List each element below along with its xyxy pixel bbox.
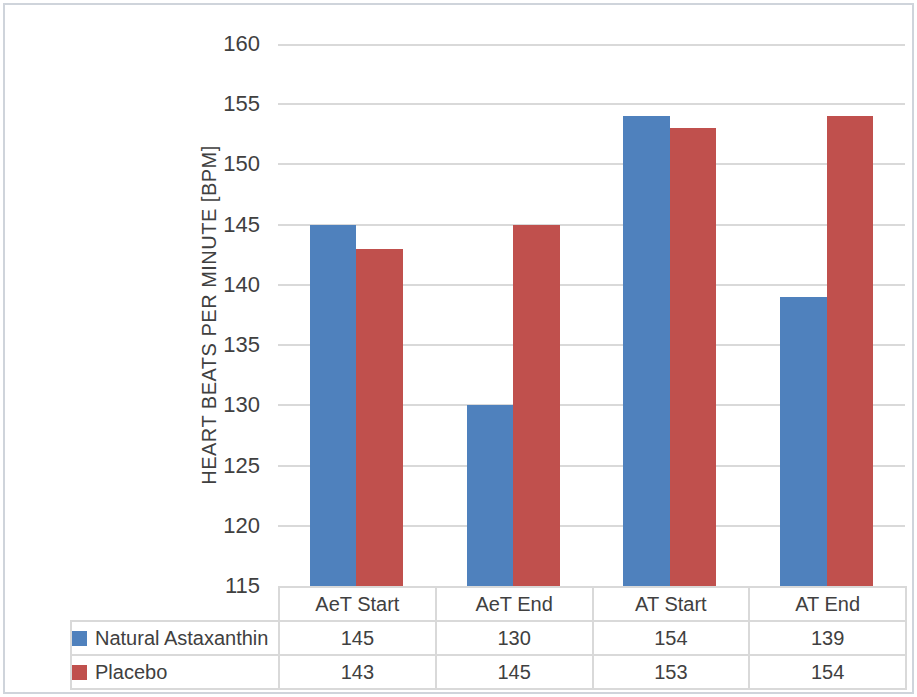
gridline xyxy=(278,44,905,46)
y-tick-label: 145 xyxy=(164,211,260,239)
series-name-cell: Natural Astaxanthin xyxy=(71,621,279,655)
gridline xyxy=(278,103,905,105)
bar-placebo-at-end xyxy=(827,116,874,586)
y-tick-label: 125 xyxy=(164,452,260,480)
chart-screenshot: HEART BEATS PER MINUTE [BPM] AeT Start A… xyxy=(0,0,917,697)
bar-placebo-at-start xyxy=(670,128,717,586)
chart-data-table: AeT Start AeT End AT Start AT End Natura… xyxy=(70,586,907,690)
bar-placebo-aet-end xyxy=(513,225,560,586)
gridline xyxy=(278,163,905,165)
table-value: 154 xyxy=(593,621,750,655)
bar-natural-astaxanthin-aet-end xyxy=(467,405,514,586)
bar-natural-astaxanthin-aet-start xyxy=(310,225,357,586)
plot-area xyxy=(278,44,905,586)
y-tick-label: 135 xyxy=(164,331,260,359)
y-tick-label: 155 xyxy=(164,90,260,118)
y-tick-label: 150 xyxy=(164,150,260,178)
table-value: 139 xyxy=(749,621,906,655)
bar-natural-astaxanthin-at-start xyxy=(623,116,670,586)
series-name: Natural Astaxanthin xyxy=(95,627,268,649)
gridline xyxy=(278,224,905,226)
series-row-placebo: Placebo 143 145 153 154 xyxy=(71,655,906,689)
table-value: 153 xyxy=(593,655,750,689)
category-header: AeT End xyxy=(436,587,593,621)
table-value: 154 xyxy=(749,655,906,689)
y-tick-label: 130 xyxy=(164,391,260,419)
y-tick-label: 140 xyxy=(164,271,260,299)
bar-natural-astaxanthin-at-end xyxy=(780,297,827,586)
y-tick-label: 160 xyxy=(164,30,260,58)
table-value: 145 xyxy=(436,655,593,689)
category-header: AT Start xyxy=(593,587,750,621)
y-tick-label: 115 xyxy=(164,572,260,600)
table-value: 130 xyxy=(436,621,593,655)
bar-placebo-aet-start xyxy=(356,249,403,586)
category-header: AT End xyxy=(749,587,906,621)
legend-swatch-icon xyxy=(72,631,87,646)
table-value: 145 xyxy=(279,621,436,655)
series-name: Placebo xyxy=(95,661,167,683)
legend-swatch-icon xyxy=(72,665,87,680)
table-value: 143 xyxy=(279,655,436,689)
y-tick-label: 120 xyxy=(164,512,260,540)
series-name-cell: Placebo xyxy=(71,655,279,689)
category-header: AeT Start xyxy=(279,587,436,621)
y-axis-title: HEART BEATS PER MINUTE [BPM] xyxy=(194,44,224,586)
series-row-natural-astaxanthin: Natural Astaxanthin 145 130 154 139 xyxy=(71,621,906,655)
